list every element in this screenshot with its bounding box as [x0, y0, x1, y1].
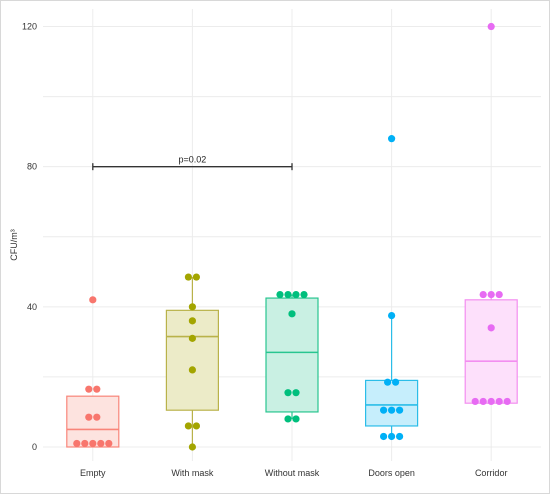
data-point	[85, 413, 93, 421]
y-axis-title: CFU/m³	[9, 229, 19, 261]
data-point	[93, 413, 101, 421]
data-point	[487, 397, 495, 406]
box-layer	[66, 277, 518, 448]
x-tick-label: Empty	[80, 468, 106, 478]
data-point	[188, 303, 196, 311]
data-point	[89, 296, 97, 304]
data-point	[388, 311, 396, 320]
data-point	[276, 290, 284, 299]
data-point	[479, 290, 487, 299]
x-tick-label: Corridor	[475, 468, 508, 478]
x-tick-label: With mask	[171, 468, 214, 478]
data-point	[487, 324, 495, 332]
data-point	[396, 406, 404, 414]
data-point	[384, 378, 392, 386]
data-point	[380, 432, 388, 441]
data-point	[388, 432, 396, 441]
data-point	[495, 290, 503, 299]
significance-label: p=0.02	[179, 155, 207, 165]
data-point	[288, 310, 296, 318]
point-layer	[73, 22, 511, 451]
data-point	[471, 397, 479, 406]
data-point	[503, 397, 511, 406]
data-point	[85, 385, 93, 393]
box-iqr	[165, 309, 219, 411]
x-tick-label: Doors open	[368, 468, 415, 478]
data-point	[93, 385, 101, 393]
data-point	[487, 22, 495, 31]
data-point	[292, 415, 300, 423]
data-point	[73, 439, 81, 448]
data-point	[188, 443, 196, 451]
data-point	[192, 273, 200, 281]
data-point	[81, 439, 89, 448]
data-point	[479, 397, 487, 406]
x-tick-label: Without mask	[265, 468, 320, 478]
data-point	[284, 415, 292, 423]
y-tick-label: 40	[27, 302, 37, 312]
y-tick-label: 120	[22, 22, 37, 32]
annotation-layer: p=0.02	[92, 155, 293, 171]
data-point	[184, 422, 192, 430]
box-iqr	[66, 395, 120, 448]
box-iqr	[365, 379, 419, 427]
data-point	[184, 273, 192, 281]
data-point	[292, 389, 300, 397]
data-point	[89, 439, 97, 448]
data-point	[487, 290, 495, 299]
data-point	[284, 290, 292, 299]
data-point	[284, 389, 292, 397]
data-point	[292, 290, 300, 299]
y-tick-label: 80	[27, 162, 37, 172]
box-iqr	[464, 299, 518, 404]
data-point	[380, 406, 388, 414]
data-point	[188, 317, 196, 325]
data-point	[300, 290, 308, 299]
y-tick-label: 0	[32, 442, 37, 452]
data-point	[396, 432, 404, 441]
data-point	[192, 422, 200, 430]
data-point	[495, 397, 503, 406]
data-point	[105, 439, 113, 448]
data-point	[97, 439, 105, 448]
data-point	[392, 378, 400, 386]
data-point	[388, 406, 396, 414]
data-point	[188, 334, 196, 342]
data-point	[188, 366, 196, 374]
axis-layer: 0 40 80 120 Empty With mask Without mask Doors …	[9, 22, 507, 478]
data-point	[388, 135, 396, 143]
